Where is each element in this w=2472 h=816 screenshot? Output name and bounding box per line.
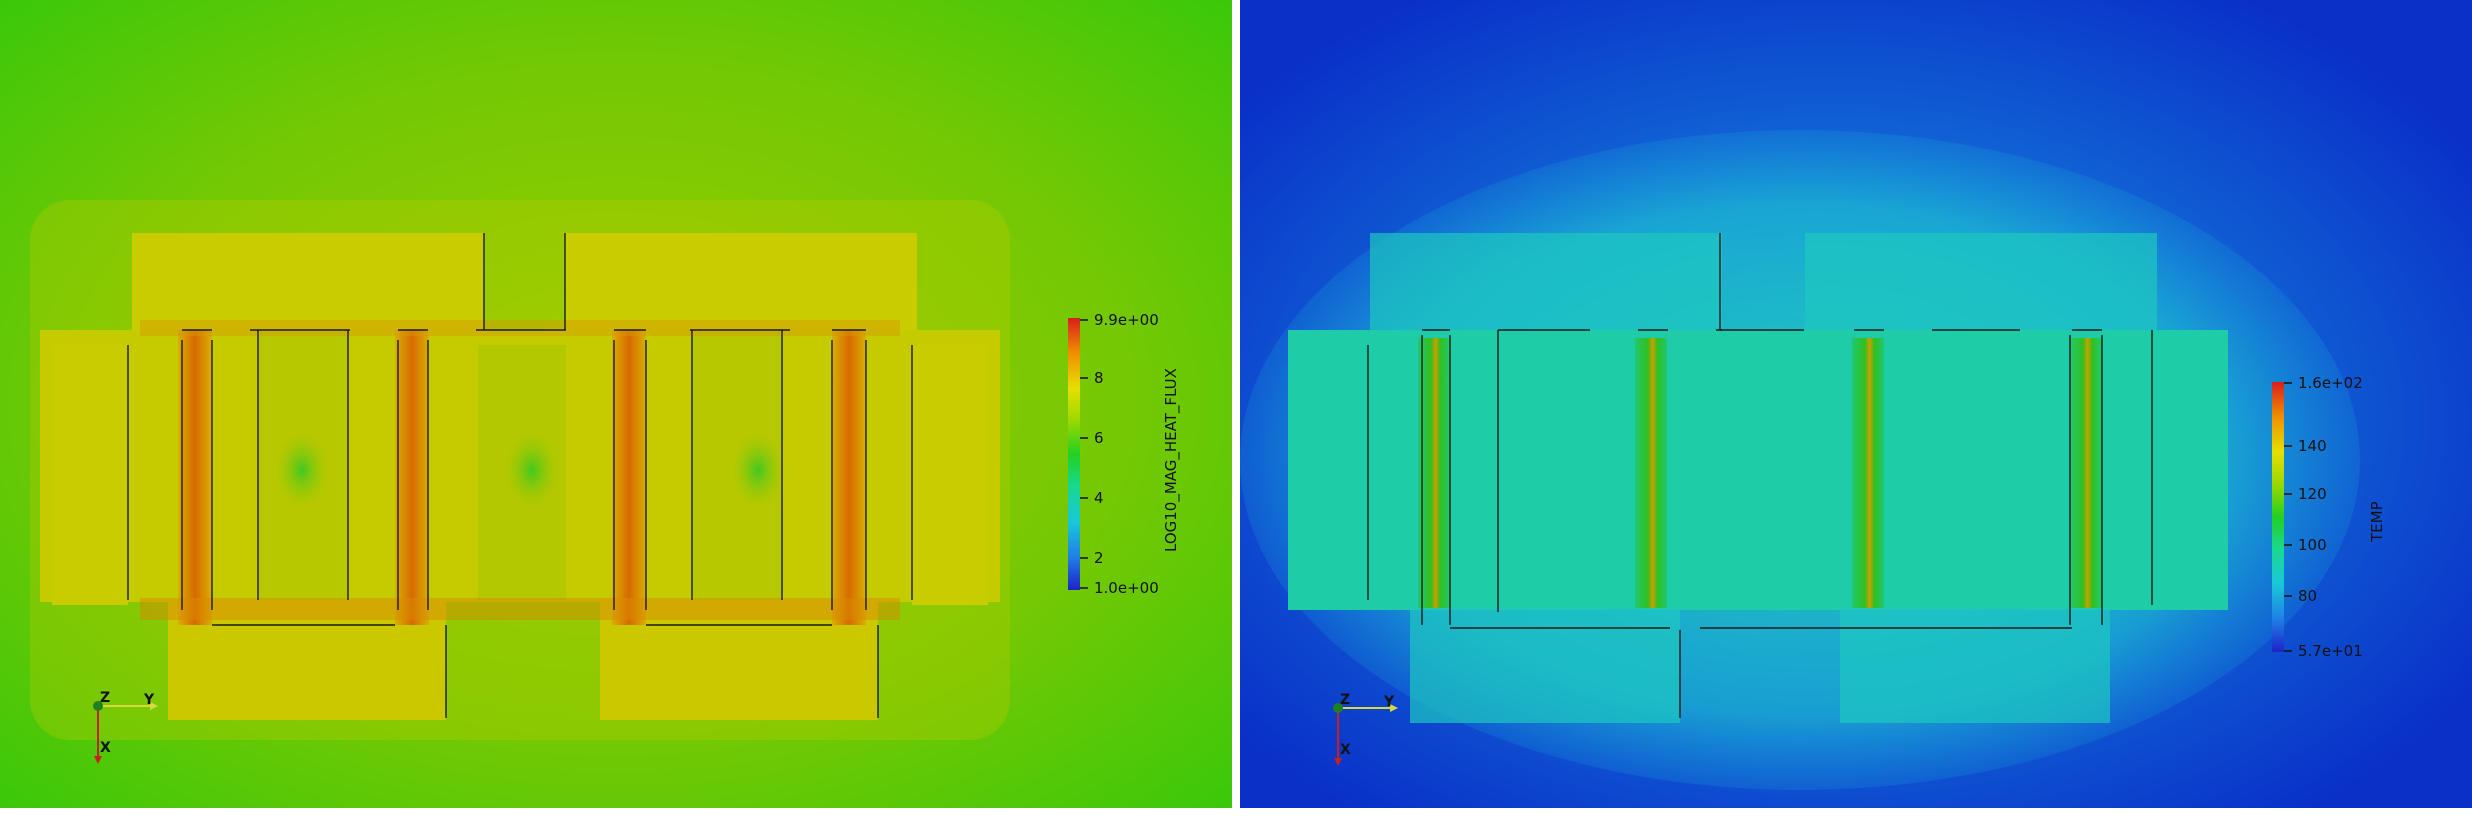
side-block-right: [912, 345, 988, 605]
colorbar-max-label: 1.6e+02: [2298, 374, 2363, 392]
orientation-axes: Z Y X: [1333, 692, 1398, 766]
axis-y-label: Y: [1383, 694, 1395, 710]
geometry-outline: [1367, 233, 2153, 718]
axis-z-label: Z: [1340, 692, 1350, 708]
top-block-left: [1370, 233, 1722, 333]
bottom-block-right: [1840, 608, 2110, 723]
top-block-right: [1805, 233, 2157, 333]
warm-column-4: [2070, 338, 2102, 608]
hotspot-1: [274, 430, 330, 510]
colorbar: 9.9e+00 8 6 4 2 1.0e+00 LOG10_MAG_HEAT_F…: [1068, 311, 1181, 597]
colorbar-title: TEMP: [2368, 501, 2386, 543]
heat-flux-view[interactable]: 9.9e+00 8 6 4 2 1.0e+00 LOG10_MAG_HEAT_F…: [0, 0, 1232, 808]
colorbar-tick: 140: [2298, 437, 2327, 455]
bottom-block-left: [1410, 608, 1680, 723]
colorbar-title: LOG10_MAG_HEAT_FLUX: [1162, 368, 1181, 552]
colorbar-tick: 100: [2298, 536, 2327, 554]
colorbar-tick: 6: [1094, 429, 1104, 447]
hot-band-bottom: [140, 598, 900, 620]
bottom-strip: [0, 808, 2472, 816]
top-block-left: [132, 233, 484, 333]
heat-flux-render[interactable]: 9.9e+00 8 6 4 2 1.0e+00 LOG10_MAG_HEAT_F…: [0, 0, 1232, 808]
hot-column-2: [395, 330, 429, 625]
top-block-right: [565, 233, 917, 333]
colorbar-tick: 2: [1094, 549, 1104, 567]
hot-column-1: [178, 330, 212, 625]
colorbar-max-label: 9.9e+00: [1094, 311, 1159, 329]
warm-column-3: [1852, 338, 1884, 608]
hotspot-3: [730, 430, 786, 510]
axis-x-label: X: [100, 740, 111, 756]
colorbar-tick: 80: [2298, 587, 2317, 605]
view-divider[interactable]: [1232, 0, 1240, 816]
temperature-render[interactable]: 1.6e+02 140 120 100 80 5.7e+01 TEMP Z Y …: [1240, 0, 2472, 808]
colorbar-min-label: 1.0e+00: [1094, 579, 1159, 597]
hot-column-3: [612, 330, 646, 625]
colorbar-gradient: [2272, 382, 2284, 652]
geometry-outline: [127, 233, 913, 718]
colorbar-tick: 4: [1094, 489, 1104, 507]
axis-y-label: Y: [143, 692, 155, 708]
hot-column-4: [832, 330, 866, 625]
axis-x-label: X: [1340, 742, 1351, 758]
temperature-view[interactable]: 1.6e+02 140 120 100 80 5.7e+01 TEMP Z Y …: [1240, 0, 2472, 808]
colorbar-min-label: 5.7e+01: [2298, 642, 2363, 660]
orientation-axes: Z Y X: [93, 690, 158, 764]
warm-column-2: [1635, 338, 1667, 608]
colorbar-tick: 8: [1094, 369, 1104, 387]
warm-column-1: [1418, 338, 1450, 608]
colorbar-tick: 120: [2298, 485, 2327, 503]
colorbar: 1.6e+02 140 120 100 80 5.7e+01 TEMP: [2272, 374, 2386, 660]
axis-z-label: Z: [100, 690, 110, 706]
side-block-left: [52, 345, 128, 605]
hotspot-2: [504, 430, 560, 510]
hot-band-top: [140, 320, 900, 336]
colorbar-gradient: [1068, 318, 1080, 590]
